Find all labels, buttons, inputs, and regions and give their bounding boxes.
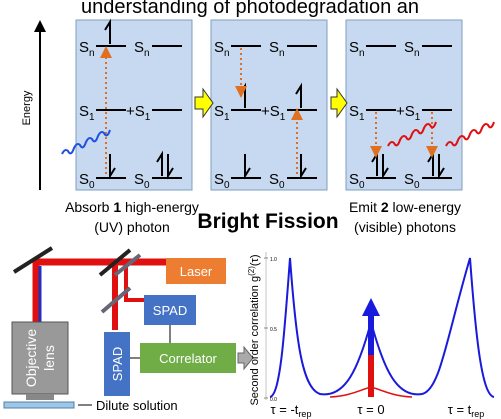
x-label: τ = trep: [448, 402, 485, 419]
caption-part: 2: [381, 199, 389, 215]
x-label-main: τ = 0: [357, 402, 384, 417]
state-label-sub: n: [279, 48, 285, 59]
state-label-main: S: [214, 39, 224, 56]
state-label-main: S: [404, 39, 414, 56]
caption-part: 1: [113, 199, 121, 215]
x-label: τ = 0: [357, 402, 384, 417]
state-label-main: S: [404, 171, 414, 188]
y-axis-label: Second order correlation g(2)(τ): [247, 254, 261, 405]
state-label-sub: 0: [279, 180, 285, 191]
state-label-sub: 1: [89, 112, 95, 123]
objective-label: Objective: [23, 329, 39, 388]
y-axis-label-part: (τ): [249, 254, 261, 266]
state-label-main: S: [79, 103, 89, 120]
state-label-main: S: [134, 171, 144, 188]
state-label-main: S: [79, 171, 89, 188]
state-label-main: S: [214, 103, 224, 120]
caption-part: Absorb: [65, 199, 113, 215]
state-label-sub: 1: [415, 112, 421, 123]
x-label-sub: rep: [471, 409, 484, 419]
state-label-sub: n: [144, 48, 150, 59]
state-label-main: S: [269, 171, 279, 188]
objective-label: lens: [41, 345, 57, 371]
sample-label: Dilute solution: [96, 398, 178, 413]
x-label: τ = -trep: [271, 402, 312, 419]
state-label-sub: 1: [224, 112, 230, 123]
arrow-stem: [368, 315, 374, 355]
state-label-main: S: [349, 103, 359, 120]
caption-title: Bright Fission: [197, 210, 338, 233]
state-label-sub: 0: [359, 180, 365, 191]
state-label-main: S: [79, 39, 89, 56]
state-label-sub: 1: [359, 112, 365, 123]
caption-part: high-energy: [121, 199, 199, 215]
spad-label: SPAD: [153, 303, 187, 318]
state-label-sub: 0: [224, 180, 230, 191]
caption-part: low-energy: [389, 199, 461, 215]
state-label-main: S: [269, 39, 279, 56]
caption: (visible) photons: [354, 219, 456, 235]
caption: (UV) photon: [94, 219, 169, 235]
state-label-main: +S: [261, 103, 280, 120]
state-label-sub: 1: [145, 112, 151, 123]
caption-part: Emit: [349, 199, 381, 215]
title: understanding of photodegradation an: [81, 0, 419, 18]
y-tick-label: 0.5: [270, 327, 277, 333]
arrow-head: [362, 298, 380, 316]
state-label-sub: 0: [414, 180, 420, 191]
state-label-sub: 1: [280, 112, 286, 123]
state-label-main: S: [349, 39, 359, 56]
state-label-sub: n: [414, 48, 420, 59]
state-label-main: S: [214, 171, 224, 188]
y-axis-label-part: Second order correlation g: [249, 276, 261, 406]
figure: understanding of photodegradation an Ene…: [0, 0, 501, 419]
x-label-sub: rep: [298, 409, 311, 419]
plot: Second order correlation g(2)(τ) 1.00.50…: [247, 252, 494, 419]
state-label-sub: n: [224, 48, 230, 59]
setup: Objective lens Dilute solution Laser SPA…: [4, 248, 253, 413]
state-label-sub: n: [359, 48, 365, 59]
state-label-sub: n: [89, 48, 95, 59]
y-axis-label-part: (2): [247, 266, 256, 276]
state-label-sub: 0: [144, 180, 150, 191]
state-label-main: S: [349, 171, 359, 188]
objective-tip: [26, 394, 54, 400]
beam: [126, 262, 150, 300]
correlator-label: Correlator: [159, 351, 217, 366]
energy-label: Energy: [21, 90, 33, 125]
state-label-main: +S: [126, 103, 145, 120]
objective: [12, 322, 68, 394]
caption: Absorb 1 high-energy: [65, 199, 199, 215]
spad-label: SPAD: [110, 347, 125, 381]
g2-curve: [270, 258, 494, 397]
state-label-main: +S: [396, 103, 415, 120]
caption: Emit 2 low-energy: [349, 199, 461, 215]
x-label-main: τ = t: [448, 402, 472, 417]
arrow-stem: [368, 355, 374, 397]
x-label-main: τ = -t: [271, 402, 299, 417]
step-arrow: [331, 89, 347, 117]
slide: [4, 402, 74, 408]
state-label-sub: 0: [89, 180, 95, 191]
state-label-main: S: [134, 39, 144, 56]
laser-label: Laser: [180, 264, 213, 279]
step-arrow: [195, 89, 213, 117]
y-tick-label: 1.0: [270, 257, 277, 263]
